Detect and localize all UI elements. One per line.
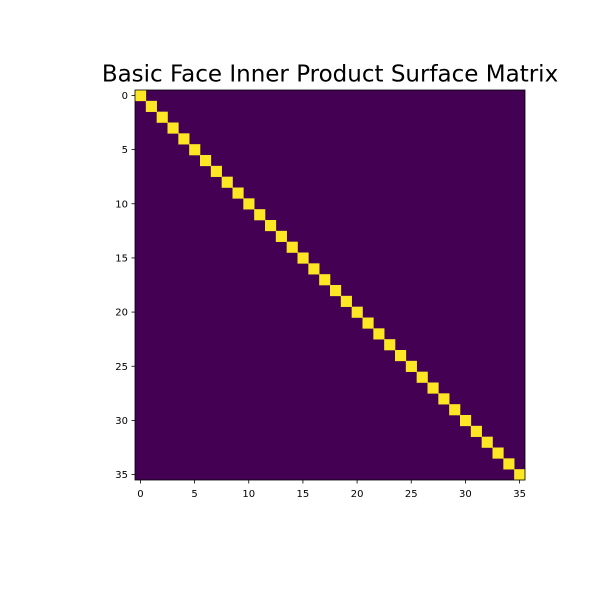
x-axis: 0 5 10 15 20 25 30 35 <box>137 480 526 500</box>
diagonal-cell-18 <box>330 285 342 297</box>
chart-title: Basic Face Inner Product Surface Matrix <box>102 62 558 88</box>
diagonal-cell-6 <box>200 155 212 167</box>
diagonal-cell-27 <box>427 382 439 394</box>
diagonal-cell-26 <box>416 371 428 383</box>
diagonal-cell-15 <box>297 252 309 264</box>
diagonal-cell-19 <box>340 295 352 307</box>
y-tick-label-20: 20 <box>115 308 128 319</box>
y-tick-label-15: 15 <box>115 254 128 265</box>
diagonal-cell-35 <box>514 469 526 481</box>
diagonal-cell-22 <box>373 328 385 340</box>
diagonal-cell-0 <box>135 90 147 102</box>
diagonal-cell-5 <box>189 144 201 156</box>
diagonal-cell-11 <box>254 209 266 221</box>
diagonal-cell-25 <box>405 360 417 372</box>
x-tick-label-30: 30 <box>459 489 472 500</box>
diagonal-cell-8 <box>221 176 233 188</box>
x-tick-label-20: 20 <box>351 489 364 500</box>
y-tick-label-10: 10 <box>115 199 128 210</box>
plot-area <box>135 90 526 481</box>
diagonal-cell-10 <box>243 198 255 210</box>
x-tick-label-35: 35 <box>513 489 526 500</box>
diagonal-cell-29 <box>449 404 461 416</box>
y-tick-label-5: 5 <box>122 145 128 156</box>
diagonal-cell-14 <box>286 241 298 253</box>
diagonal-cell-7 <box>210 165 222 177</box>
diagonal-cell-23 <box>384 339 396 351</box>
x-tick-label-10: 10 <box>242 489 255 500</box>
y-tick-label-25: 25 <box>115 362 128 373</box>
x-tick-label-25: 25 <box>405 489 418 500</box>
diagonal-cell-32 <box>481 436 493 448</box>
x-tick-label-0: 0 <box>137 489 143 500</box>
y-tick-label-30: 30 <box>115 416 128 427</box>
diagonal-cell-12 <box>265 220 277 232</box>
diagonal-cell-30 <box>460 415 472 427</box>
y-tick-label-35: 35 <box>115 470 128 481</box>
diagonal-cell-9 <box>232 187 244 199</box>
x-tick-label-5: 5 <box>191 489 197 500</box>
diagonal-cell-21 <box>362 317 374 329</box>
diagonal-cell-2 <box>156 111 168 123</box>
diagonal-cell-1 <box>145 100 157 112</box>
diagonal-cell-3 <box>167 122 179 134</box>
x-tick-label-15: 15 <box>297 489 310 500</box>
diagonal-cell-24 <box>395 350 407 362</box>
diagonal-cell-4 <box>178 133 190 145</box>
diagonal-cell-31 <box>470 425 482 437</box>
diagonal-cell-17 <box>319 274 331 286</box>
y-axis: 0 5 10 15 20 25 30 35 <box>115 91 135 481</box>
diagonal-cell-33 <box>492 447 504 459</box>
diagonal-cell-13 <box>275 230 287 242</box>
diagonal-cell-16 <box>308 263 320 275</box>
diagonal-cell-34 <box>503 458 515 470</box>
diagonal-cell-28 <box>438 393 450 405</box>
y-tick-label-0: 0 <box>122 91 128 102</box>
diagonal-cell-20 <box>351 306 363 318</box>
axes-frame <box>134 89 526 481</box>
diagonal-cells <box>135 90 526 481</box>
